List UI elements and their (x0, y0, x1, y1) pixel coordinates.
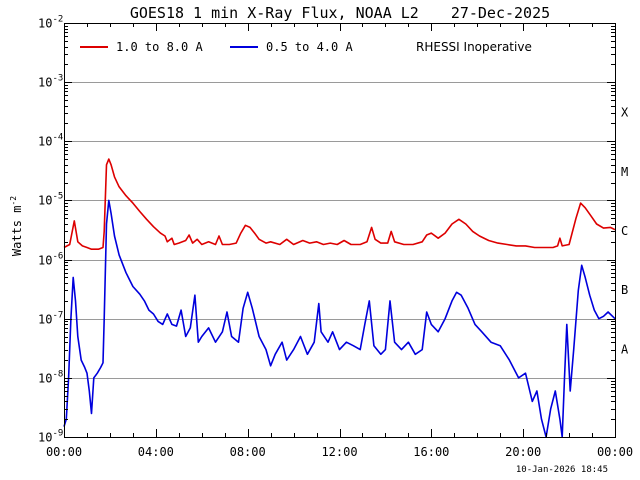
flare-class-b: B (621, 283, 628, 297)
y-tick-label: 10-4 (38, 133, 63, 149)
series-line-2 (63, 199, 616, 438)
x-tick-label: 04:00 (138, 445, 174, 459)
y-tick-label: 10-8 (38, 370, 63, 386)
x-tick-label: 08:00 (230, 445, 266, 459)
rhessi-annotation: RHESSI Inoperative (416, 40, 532, 54)
y-tick-label: 10-6 (38, 252, 63, 268)
legend: 1.0 to 8.0 A 0.5 to 4.0 A (80, 40, 353, 54)
flare-class-x: X (621, 106, 629, 120)
y-axis-label: Watts m-2 (9, 196, 24, 256)
x-tick-label: 20:00 (505, 445, 541, 459)
grid-lines (64, 82, 615, 379)
y-axis-ticks: 10-9 10-8 10-7 10-6 10-5 10-4 10-3 10-2 (38, 15, 615, 445)
y-tick-label: 10-3 (38, 74, 63, 90)
flare-class-labels: A B C M X (621, 106, 629, 357)
x-tick-label: 12:00 (321, 445, 357, 459)
chart-date: 27-Dec-2025 (451, 4, 550, 22)
flare-class-c: C (621, 224, 628, 238)
series-line-1 (63, 158, 616, 250)
x-tick-label: 16:00 (413, 445, 449, 459)
y-tick-label: 10-7 (38, 311, 63, 327)
y-tick-label: 10-9 (38, 429, 63, 445)
x-tick-label: 00:00 (597, 445, 633, 459)
x-tick-label: 00:00 (46, 445, 82, 459)
legend-label-1: 1.0 to 8.0 A (116, 40, 203, 54)
y-tick-label: 10-2 (38, 15, 63, 31)
x-axis-ticks: 00:00 04:00 08:00 12:00 16:00 20:00 00:00 (46, 23, 633, 459)
update-timestamp: 10-Jan-2026 18:45 (516, 465, 608, 475)
plot-frame (64, 23, 616, 438)
series-lines (63, 158, 616, 438)
flare-class-m: M (621, 165, 628, 179)
chart-title: GOES18 1 min X-Ray Flux, NOAA L2 27-Dec-2… (130, 4, 550, 22)
flare-class-a: A (621, 342, 629, 356)
y-tick-label: 10-5 (38, 192, 63, 208)
legend-label-2: 0.5 to 4.0 A (266, 40, 353, 54)
